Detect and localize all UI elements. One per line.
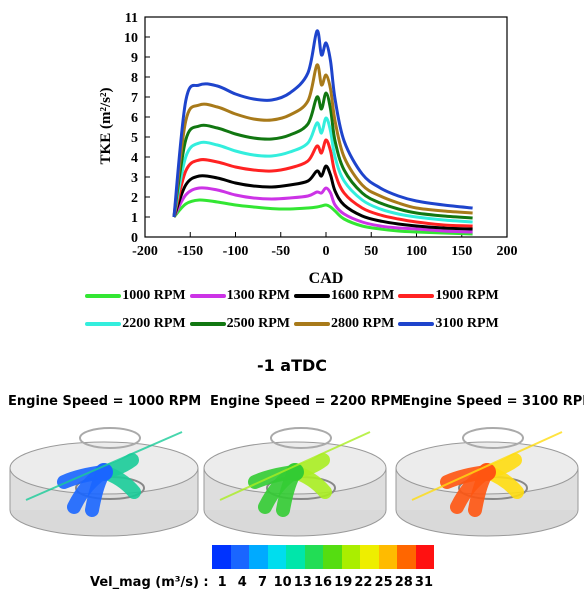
colorbar-segment (360, 545, 379, 569)
y-tick-label: 11 (125, 11, 138, 26)
colorbar-segment (268, 545, 287, 569)
cfd-panel-2200 (200, 410, 390, 540)
colorbar-segment (342, 545, 361, 569)
panel-label-3100: Engine Speed = 3100 RPM (402, 394, 584, 409)
y-tick-label: 9 (131, 51, 138, 66)
legend-label: 1000 RPM (122, 288, 185, 304)
colorbar-tick: 28 (394, 575, 414, 590)
colorbar-tick: 1 (212, 575, 232, 590)
legend-label: 1900 RPM (435, 288, 498, 304)
colorbar-segment (286, 545, 305, 569)
legend-label: 2500 RPM (227, 316, 290, 332)
legend-item: 1300 RPM (190, 288, 290, 304)
legend-item: 2800 RPM (294, 316, 394, 332)
colorbar-segment (379, 545, 398, 569)
legend-item: 1600 RPM (294, 288, 394, 304)
legend-swatch (398, 294, 434, 298)
colorbar (212, 545, 434, 569)
colorbar-ticks: 1 4 7 10 13 16 19 22 25 28 31 (212, 575, 442, 590)
colorbar-segment (397, 545, 416, 569)
colorbar-tick: 4 (232, 575, 252, 590)
x-tick-label: -150 (177, 244, 203, 259)
colorbar-segment (323, 545, 342, 569)
x-tick-label: -100 (223, 244, 249, 259)
legend-swatch (85, 294, 121, 298)
x-tick-label: 0 (323, 244, 330, 259)
colorbar-tick: 7 (252, 575, 272, 590)
legend-swatch (294, 322, 330, 326)
legend-swatch (398, 322, 434, 326)
series-line-2500-rpm (174, 93, 473, 218)
colorbar-tick: 22 (353, 575, 373, 590)
colorbar-segment (212, 545, 231, 569)
legend-label: 1600 RPM (331, 288, 394, 304)
colorbar-segment (416, 545, 435, 569)
y-tick-label: 8 (131, 71, 138, 86)
colorbar-tick: 25 (374, 575, 394, 590)
legend-swatch (85, 322, 121, 326)
y-tick-label: 3 (131, 171, 138, 186)
legend-row-1: 1000 RPM 1300 RPM 1600 RPM 1900 RPM (0, 288, 584, 304)
y-tick-label: 1 (131, 211, 138, 226)
panel-label-2200: Engine Speed = 2200 RPM (210, 394, 403, 409)
colorbar-tick: 10 (273, 575, 293, 590)
y-axis-label: TKE (m²/s²) (98, 88, 114, 165)
colorbar-segment (231, 545, 250, 569)
x-tick-label: 200 (497, 244, 518, 259)
colorbar-tick: 13 (293, 575, 313, 590)
legend-item: 1000 RPM (85, 288, 185, 304)
legend-label: 2800 RPM (331, 316, 394, 332)
y-tick-label: 0 (131, 231, 138, 246)
legend-item: 3100 RPM (398, 316, 498, 332)
cfd-panel-3100 (392, 410, 582, 540)
y-tick-label: 10 (124, 31, 138, 46)
y-tick-label: 4 (131, 151, 138, 166)
x-tick-label: -200 (132, 244, 158, 259)
y-tick-label: 5 (131, 131, 138, 146)
legend-item: 2200 RPM (85, 316, 185, 332)
x-tick-label: 50 (364, 244, 378, 259)
panel-label-1000: Engine Speed = 1000 RPM (8, 394, 201, 409)
legend-label: 2200 RPM (122, 316, 185, 332)
legend-item: 2500 RPM (190, 316, 290, 332)
colorbar-tick: 19 (333, 575, 353, 590)
colorbar-segment (249, 545, 268, 569)
colorbar-label: Vel_mag (m³/s) : (90, 575, 209, 590)
legend-label: 3100 RPM (435, 316, 498, 332)
colorbar-segment (305, 545, 324, 569)
x-tick-label: 100 (406, 244, 427, 259)
x-axis-label: CAD (309, 270, 344, 287)
colorbar-tick: 16 (313, 575, 333, 590)
legend-row-2: 2200 RPM 2500 RPM 2800 RPM 3100 RPM (0, 316, 584, 332)
legend-swatch (190, 322, 226, 326)
legend-swatch (190, 294, 226, 298)
cfd-panel-1000 (6, 410, 202, 540)
cfd-title: -1 aTDC (0, 356, 584, 375)
x-tick-label: -50 (271, 244, 290, 259)
legend-swatch (294, 294, 330, 298)
legend-label: 1300 RPM (227, 288, 290, 304)
colorbar-tick: 31 (414, 575, 434, 590)
y-tick-label: 6 (131, 111, 138, 126)
x-tick-label: 150 (451, 244, 472, 259)
y-tick-label: 2 (131, 191, 138, 206)
y-tick-label: 7 (131, 91, 138, 106)
legend-item: 1900 RPM (398, 288, 498, 304)
